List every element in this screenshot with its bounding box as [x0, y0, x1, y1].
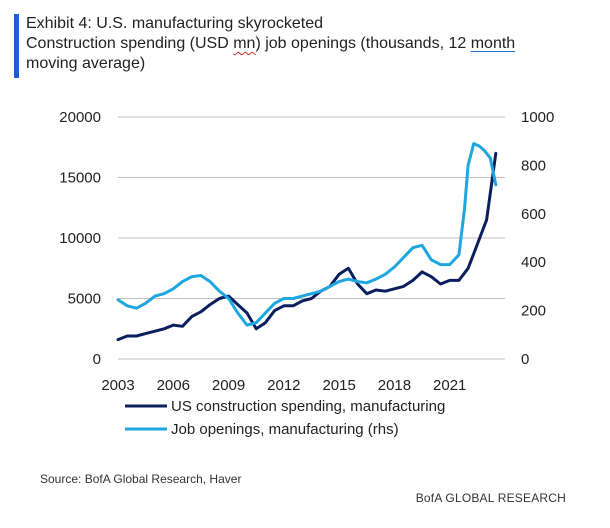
title-line-2: Construction spending (USD mn) job openi… [26, 34, 596, 54]
brand-label: BofA GLOBAL RESEARCH [415, 491, 566, 505]
source-note: Source: BofA Global Research, Haver [40, 472, 242, 486]
legend-label: US construction spending, manufacturing [171, 398, 445, 415]
title-line-2-part-b: mn [233, 35, 256, 52]
title-accent-bar [14, 14, 19, 78]
title-line-2-part-c: ) job openings (thousands, 12 [255, 35, 471, 52]
job-openings-line [116, 142, 498, 327]
y-left-tick-label: 15000 [59, 170, 101, 187]
construction-spending-line [116, 151, 498, 342]
y-right-tick-label: 200 [521, 303, 546, 320]
x-tick-label: 2021 [433, 377, 466, 394]
y-right-tick-label: 0 [521, 351, 529, 368]
title-line-1: Exhibit 4: U.S. manufacturing skyrockete… [26, 15, 324, 32]
legend-label: Job openings, manufacturing (rhs) [171, 421, 399, 438]
title-line-2-part-d: month [470, 35, 516, 52]
x-tick-label: 2015 [322, 377, 355, 394]
y-right-tick-label: 1000 [521, 109, 554, 126]
x-tick-label: 2003 [101, 377, 134, 394]
y-left-tick-label: 20000 [59, 109, 101, 126]
y-left-tick-label: 0 [93, 351, 101, 368]
title-line-2-part-a: Construction spending (USD [26, 35, 234, 52]
y-left-tick-label: 5000 [68, 291, 101, 308]
y-right-tick-label: 600 [521, 206, 546, 223]
y-right-tick-label: 800 [521, 157, 546, 174]
title-line-3: moving average) [26, 55, 146, 72]
chart-title: Exhibit 4: U.S. manufacturing skyrockete… [26, 14, 596, 74]
y-right-tick-label: 400 [521, 254, 546, 271]
x-tick-label: 2012 [267, 377, 300, 394]
x-tick-label: 2009 [212, 377, 245, 394]
y-left-tick-label: 10000 [59, 230, 101, 247]
x-tick-label: 2018 [378, 377, 411, 394]
x-tick-label: 2006 [157, 377, 190, 394]
